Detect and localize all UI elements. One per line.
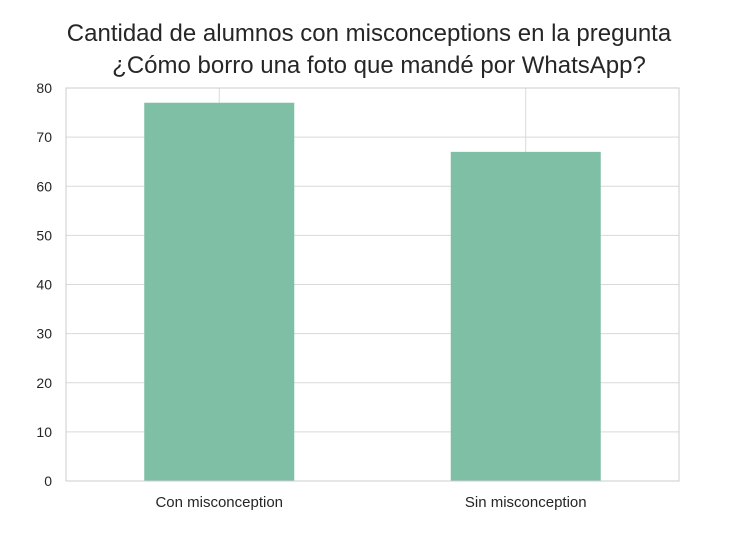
- plot-border: [65, 87, 680, 482]
- chart-title-line-2: ¿Cómo borro una foto que mandé por Whats…: [112, 52, 646, 79]
- y-tick-label: 20: [36, 375, 52, 391]
- y-tick-label: 40: [36, 277, 52, 293]
- y-axis-ticks: 0 10 20 30 40 50 60 70 80: [36, 80, 52, 489]
- x-axis-ticks: Con misconception Sin misconception: [155, 494, 586, 511]
- y-tick-label: 70: [36, 129, 52, 145]
- chart-title-line-1: Cantidad de alumnos con misconceptions e…: [67, 20, 672, 47]
- y-tick-label: 50: [36, 227, 52, 243]
- y-tick-label: 30: [36, 326, 52, 342]
- bar-2: [450, 151, 601, 482]
- bars: [144, 102, 601, 482]
- y-tick-label: 80: [36, 80, 52, 96]
- plot-frame: [65, 87, 680, 482]
- x-tick-label: Sin misconception: [465, 494, 587, 511]
- y-tick-label: 10: [36, 424, 52, 440]
- x-tick-label: Con misconception: [155, 494, 283, 511]
- bar-1: [144, 102, 295, 482]
- y-tick-label: 0: [44, 473, 52, 489]
- y-tick-label: 60: [36, 178, 52, 194]
